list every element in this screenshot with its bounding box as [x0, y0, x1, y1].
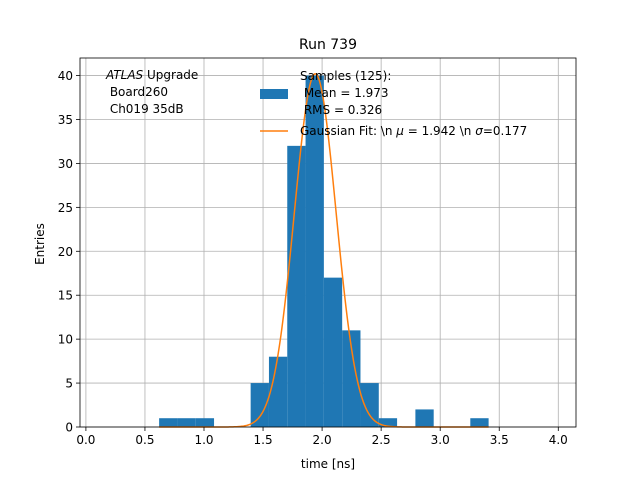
histogram-bar — [305, 75, 324, 428]
y-tick-label: 10 — [58, 333, 73, 347]
legend-samples-line3: RMS = 0.326 — [300, 103, 382, 117]
histogram-bar — [415, 409, 434, 427]
annotation-text: ATLAS Upgrade Board260 Ch019 35dB — [105, 68, 198, 116]
histogram-bar — [250, 383, 269, 427]
annotation-channel: Ch019 35dB — [106, 102, 184, 116]
histogram-bar — [287, 145, 306, 427]
y-axis-ticks: 0 5 10 15 20 25 30 35 40 — [58, 69, 80, 435]
annotation-upgrade: Upgrade — [143, 68, 198, 82]
y-tick-label: 40 — [58, 69, 73, 83]
x-tick-label: 1.5 — [254, 433, 273, 447]
y-tick-label: 30 — [58, 157, 73, 171]
chart-title: Run 739 — [299, 37, 357, 53]
y-tick-label: 35 — [58, 113, 73, 127]
y-axis-label: Entries — [33, 223, 47, 265]
x-tick-label: 2.0 — [313, 433, 332, 447]
legend-samples-line2: Mean = 1.973 — [300, 86, 389, 100]
y-tick-label: 20 — [58, 245, 73, 259]
svg-text:ATLAS Upgrade: ATLAS Upgrade — [105, 68, 198, 82]
legend: Samples (125): Mean = 1.973 RMS = 0.326 … — [260, 69, 527, 138]
histogram-bar — [195, 418, 215, 427]
x-axis-ticks: 0.0 0.5 1.0 1.5 2.0 2.5 3.0 3.5 4.0 — [76, 427, 568, 447]
x-axis-label: time [ns] — [301, 457, 355, 471]
y-tick-label: 15 — [58, 289, 73, 303]
y-tick-label: 25 — [58, 201, 73, 215]
annotation-atlas: ATLAS — [105, 68, 144, 82]
x-tick-label: 0.0 — [76, 433, 95, 447]
x-tick-label: 3.5 — [490, 433, 509, 447]
x-tick-label: 0.5 — [135, 433, 154, 447]
y-tick-label: 0 — [65, 421, 73, 435]
histogram-bar — [323, 277, 343, 427]
x-tick-label: 2.5 — [372, 433, 391, 447]
histogram-bar — [378, 418, 398, 427]
x-tick-label: 1.0 — [194, 433, 213, 447]
annotation-board: Board260 — [106, 85, 168, 99]
x-tick-label: 3.0 — [431, 433, 450, 447]
legend-samples-line1: Samples (125): — [300, 69, 391, 83]
axes-frame — [79, 57, 577, 428]
histogram-bar — [342, 330, 361, 427]
histogram-bar — [159, 418, 178, 427]
x-tick-label: 4.0 — [549, 433, 568, 447]
legend-samples-patch — [260, 89, 288, 99]
histogram-bars — [159, 75, 489, 428]
histogram-bar — [470, 418, 489, 427]
histogram-bar — [177, 418, 196, 427]
legend-fit-label: Gaussian Fit: \n μ = 1.942 \n σ=0.177 — [300, 124, 527, 138]
histogram-bar — [360, 383, 379, 427]
y-tick-label: 5 — [65, 377, 73, 391]
histogram-bar — [268, 356, 288, 427]
